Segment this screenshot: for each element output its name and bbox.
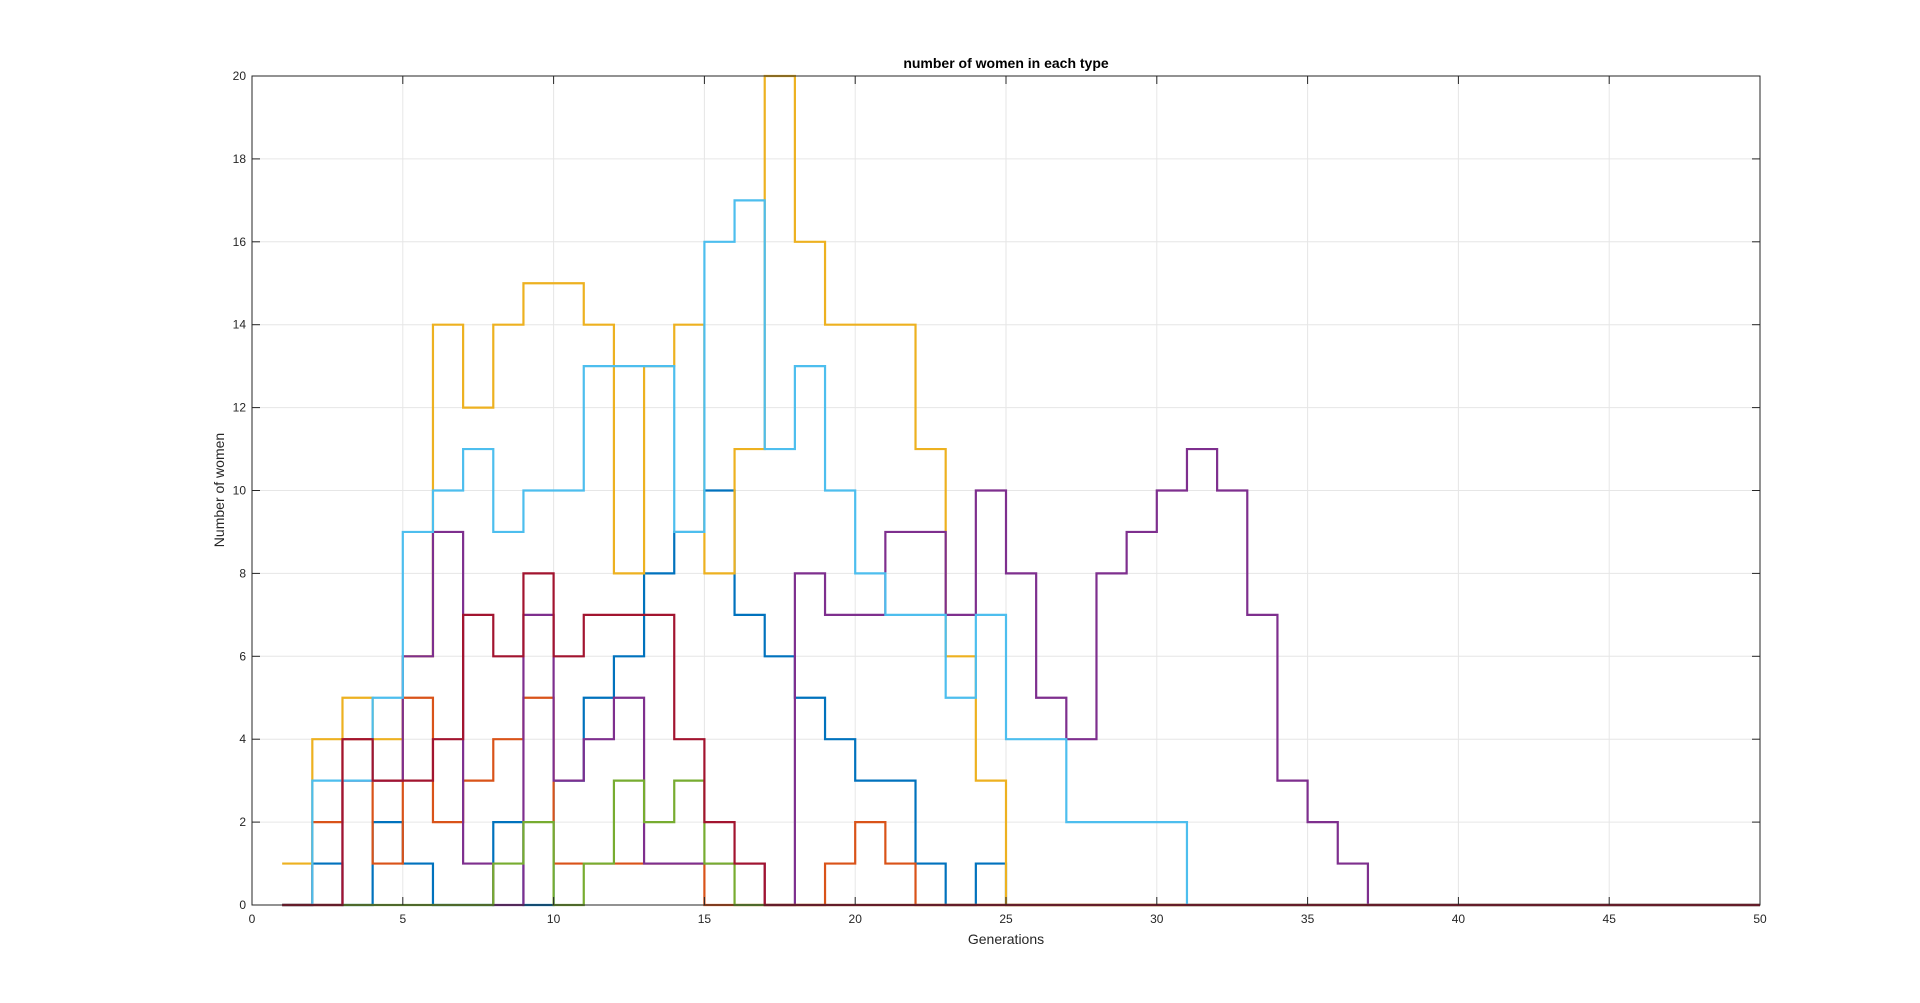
x-tick-label: 15 [698,912,712,926]
x-tick-label: 40 [1452,912,1466,926]
tick-labels: 0 5 10 15 20 25 30 35 40 45 50 0 2 4 6 8 10 12 14 16 18 20 [233,69,1767,926]
y-tick-label: 14 [233,318,247,332]
x-tick-label: 50 [1753,912,1767,926]
x-axis-label: Generations [968,931,1044,947]
x-tick-label: 30 [1150,912,1164,926]
chart-title: number of women in each type [903,55,1109,71]
x-tick-label: 10 [547,912,561,926]
y-tick-label: 0 [239,898,246,912]
x-tick-label: 5 [399,912,406,926]
y-tick-label: 8 [239,566,246,580]
axes [251,75,1761,906]
y-tick-label: 12 [233,401,247,415]
y-tick-label: 18 [233,152,247,166]
x-tick-label: 0 [249,912,256,926]
y-tick-label: 2 [239,815,246,829]
x-tick-label: 25 [999,912,1013,926]
y-tick-label: 10 [233,484,247,498]
y-tick-label: 16 [233,235,247,249]
y-tick-label: 20 [233,69,247,83]
y-tick-label: 6 [239,649,246,663]
y-axis-label: Number of women [211,433,227,547]
y-tick-label: 4 [239,732,246,746]
x-tick-label: 45 [1603,912,1617,926]
x-tick-label: 35 [1301,912,1315,926]
x-tick-label: 20 [849,912,863,926]
